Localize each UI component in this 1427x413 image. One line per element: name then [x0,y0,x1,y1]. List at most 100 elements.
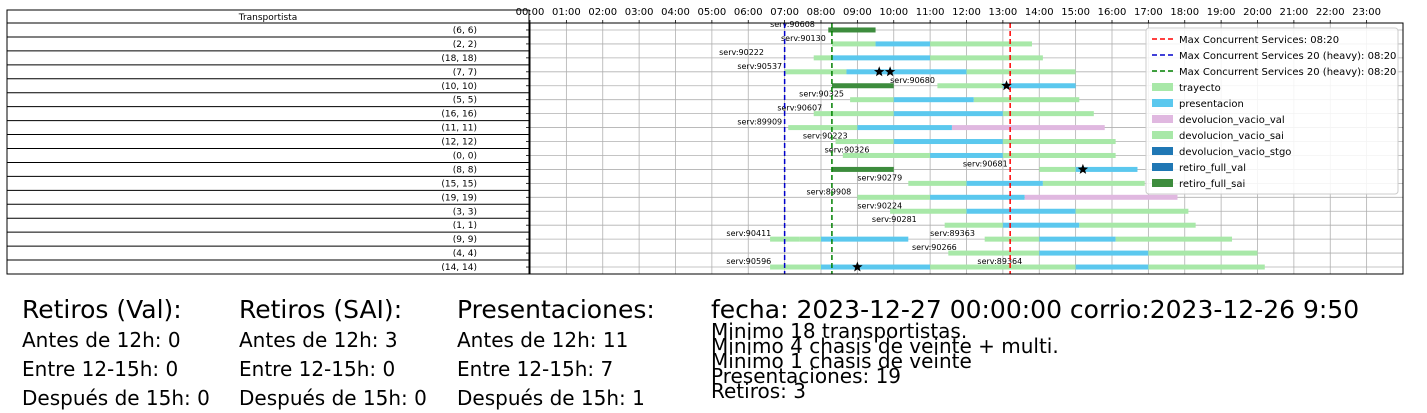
bar-trayecto [813,111,894,117]
bar-trayecto [1002,152,1116,158]
stats-retiros-sai-line: Entre 12-15h: 0 [239,357,396,381]
carrier-table: Transportista (6, 6) (2, 2) (18, 18) (7, 7) (… [6,9,530,275]
legend: Max Concurrent Services: 08:20 Max Concur… [1145,27,1399,195]
bar-trayecto [1115,236,1233,242]
x-tick-label: 13:00 [988,7,1017,18]
legend-label: devolucion_vacio_val [1179,115,1285,126]
stats-summary-line: Presentaciones: 19 [711,364,902,388]
legend-label: retiro_full_sai [1179,179,1245,190]
bar-trayecto [973,97,1080,103]
bar-trayecto [1042,180,1145,186]
stats-summary: fecha: 2023-12-27 00:00:00 corrio:2023-1… [711,295,1360,403]
bar-trayecto [784,69,847,75]
service-label: serv:90279 [857,173,902,182]
table-header: Transportista [238,13,297,23]
stats-summary-line: Retiros: 3 [711,379,806,403]
stats-retiros-val-line: Después de 15h: 0 [22,386,210,410]
x-tick-label: 10:00 [879,7,908,18]
legend-swatch [1152,99,1173,107]
stats-retiros-sai-line: Después de 15h: 0 [239,386,427,410]
legend-label: presentacion [1179,99,1244,110]
row-label: (5, 5) [453,96,477,106]
bar-trayecto [966,69,1076,75]
legend-box [1145,27,1399,195]
x-tick-label: 21:00 [1279,7,1308,18]
legend-label: Max Concurrent Services 20 (heavy): 08:2… [1179,67,1396,78]
gantt-chart: Transportista (6, 6) (2, 2) (18, 18) (7, 7) (… [6,7,1404,275]
bar-trayecto [948,250,1040,256]
bar-presentacion [831,55,931,61]
bar-presentacion [930,194,1025,200]
bar-presentacion [1075,166,1138,172]
bar-presentacion [893,139,1003,145]
bar-presentacion [857,125,952,131]
service-label: serv:89363 [930,229,975,238]
service-label: serv:90223 [803,132,848,141]
service-label: serv:90681 [963,159,1008,168]
bar-trayecto [842,152,931,158]
row-label: (6, 6) [453,26,477,36]
row-label: (16, 16) [441,110,477,120]
stats-summary-title: fecha: 2023-12-27 00:00:00 corrio:2023-1… [711,295,1360,324]
legend-swatch [1152,147,1173,155]
row-label: (15, 15) [441,179,477,189]
row-label: (0, 0) [453,151,477,161]
bar-presentacion [1039,250,1149,256]
stats-presentaciones-line: Entre 12-15h: 7 [457,357,614,381]
x-tick-label: 23:00 [1352,7,1381,18]
service-label: serv:90680 [890,76,935,85]
x-tick-label: 14:00 [1025,7,1054,18]
service-label: serv:90608 [770,20,815,29]
service-label: serv:90130 [781,34,826,43]
x-tick-label: 03:00 [625,7,654,18]
legend-label: trayecto [1179,83,1221,94]
stats-presentaciones-title: Presentaciones: [457,295,655,324]
bar-trayecto [1148,250,1258,256]
row-label: (19, 19) [441,193,477,203]
bar-devolucion_vacio_val [951,125,1105,131]
bar-trayecto [1075,208,1189,214]
x-tick-label: 07:00 [770,7,799,18]
row-label: (7, 7) [453,68,477,78]
x-tick-label: 15:00 [1061,7,1090,18]
x-tick-label: 16:00 [1098,7,1127,18]
bar-trayecto [770,264,821,270]
x-tick-label: 01:00 [552,7,581,18]
bar-presentacion [893,97,974,103]
stats-presentaciones-line: Después de 15h: 1 [457,386,645,410]
bar-presentacion [893,111,1003,117]
x-tick-label: 11:00 [916,7,945,18]
service-label: serv:90222 [719,48,764,57]
service-label: serv:89364 [977,257,1022,266]
legend-label: retiro_full_val [1179,163,1246,174]
bar-devolucion_vacio_val [1024,194,1178,200]
x-tick-label: 02:00 [588,7,617,18]
service-label: serv:90411 [726,229,771,238]
row-label: (8, 8) [453,165,477,175]
bar-presentacion [846,69,967,75]
row-label: (11, 11) [441,124,477,134]
bar-presentacion [966,180,1043,186]
bar-presentacion [966,208,1076,214]
stats-presentaciones-line: Antes de 12h: 11 [457,328,629,352]
bar-presentacion [1002,222,1080,228]
bar-trayecto [788,125,858,131]
bar-presentacion [1002,83,1076,89]
plot-border [529,22,1404,275]
x-tick-label: 18:00 [1170,7,1199,18]
bar-trayecto [857,194,931,200]
stats-retiros-sai: Retiros (SAI): Antes de 12h: 3 Entre 12-… [239,296,427,413]
stats-retiros-val-line: Entre 12-15h: 0 [22,357,179,381]
service-label: serv:89908 [806,187,851,196]
stats-summary-line: Minimo 18 transportistas. [711,319,968,343]
service-label: serv:89909 [737,118,782,127]
x-tick-label: 04:00 [661,7,690,18]
bar-presentacion [821,264,931,270]
x-tick-label: 08:00 [807,7,836,18]
x-tick-label: 17:00 [1134,7,1163,18]
bar-trayecto [937,83,1003,89]
star-marker [852,261,863,272]
bar-trayecto [984,236,1040,242]
table-frame [6,9,530,275]
bar-trayecto [813,55,832,61]
